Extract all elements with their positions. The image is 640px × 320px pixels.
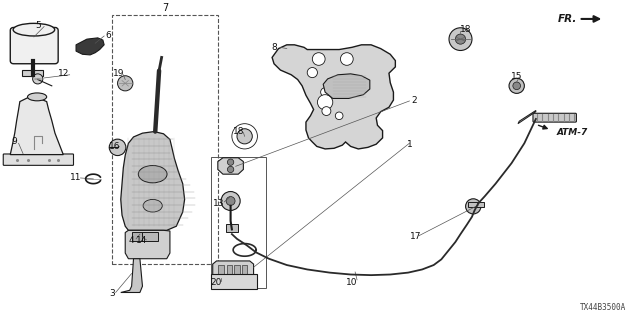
Text: 6: 6 (105, 31, 111, 40)
Circle shape (307, 68, 317, 78)
Bar (242, 265, 247, 279)
Circle shape (449, 28, 472, 51)
Text: 5: 5 (35, 21, 40, 30)
Text: ATM-7: ATM-7 (556, 128, 588, 137)
Circle shape (221, 192, 240, 211)
Polygon shape (212, 261, 253, 282)
Text: 11: 11 (70, 173, 82, 182)
Text: 17: 17 (410, 232, 422, 241)
Bar (132, 232, 145, 241)
Bar (226, 224, 237, 232)
Text: 15: 15 (511, 73, 522, 82)
Circle shape (227, 159, 234, 165)
Ellipse shape (28, 93, 47, 101)
Text: 12: 12 (58, 69, 69, 78)
Text: 16: 16 (109, 142, 120, 151)
Bar (227, 265, 232, 279)
FancyBboxPatch shape (10, 28, 58, 64)
Bar (143, 232, 159, 241)
Polygon shape (272, 45, 396, 149)
Circle shape (109, 139, 126, 156)
Bar (22, 70, 43, 76)
Circle shape (226, 196, 235, 205)
Circle shape (237, 129, 252, 144)
Text: 7: 7 (163, 3, 168, 12)
Bar (468, 202, 484, 207)
Circle shape (513, 82, 520, 90)
Polygon shape (121, 132, 184, 230)
Circle shape (227, 166, 234, 172)
Polygon shape (323, 74, 370, 99)
Ellipse shape (143, 199, 163, 212)
Circle shape (321, 88, 330, 97)
Polygon shape (518, 110, 536, 124)
Text: 8: 8 (271, 43, 277, 52)
Ellipse shape (13, 23, 54, 36)
Bar (218, 265, 223, 279)
Text: 2: 2 (412, 96, 417, 105)
Text: 4: 4 (129, 236, 134, 245)
Text: 9: 9 (12, 138, 18, 147)
Text: 19: 19 (113, 69, 125, 78)
Circle shape (456, 34, 466, 44)
Polygon shape (121, 259, 143, 292)
Text: TX44B3500A: TX44B3500A (580, 303, 627, 312)
Text: 3: 3 (109, 289, 115, 298)
Bar (234, 265, 239, 279)
Circle shape (340, 53, 353, 65)
Circle shape (118, 76, 133, 91)
FancyBboxPatch shape (211, 274, 257, 289)
Text: 18: 18 (232, 127, 244, 136)
FancyBboxPatch shape (3, 154, 74, 165)
Circle shape (33, 74, 43, 84)
Text: 18: 18 (460, 25, 471, 34)
Polygon shape (10, 97, 63, 155)
Circle shape (322, 107, 331, 116)
Polygon shape (218, 158, 243, 174)
Polygon shape (125, 230, 170, 259)
Text: FR.: FR. (557, 14, 577, 24)
Circle shape (335, 112, 343, 120)
Circle shape (509, 78, 524, 93)
Ellipse shape (138, 165, 167, 183)
Circle shape (312, 53, 325, 65)
Text: 14: 14 (136, 236, 147, 245)
Polygon shape (76, 38, 104, 55)
Circle shape (466, 199, 481, 214)
Circle shape (317, 95, 333, 110)
Text: 13: 13 (213, 199, 225, 208)
Text: 10: 10 (346, 277, 358, 287)
Text: 1: 1 (406, 140, 412, 149)
Text: 20: 20 (211, 277, 222, 287)
FancyBboxPatch shape (533, 113, 577, 122)
